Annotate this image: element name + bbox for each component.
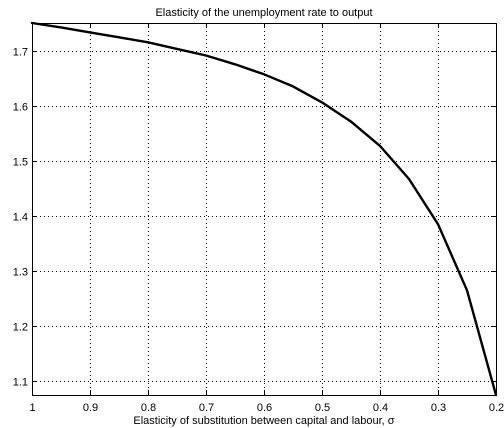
series-line <box>30 21 498 397</box>
x-tick-label: 0.2 <box>489 402 504 414</box>
axis-ticks: 1 0.9 0.8 0.7 0.6 0.5 0.4 0.3 0.2 1.1 1.2 1.3 1.4 1.5… <box>13 23 504 414</box>
series-layer <box>30 21 498 397</box>
y-tick-label: 1.6 <box>13 102 28 114</box>
y-tick-label: 1.2 <box>13 322 28 334</box>
y-tick-label: 1.3 <box>13 267 28 279</box>
x-tick-label: 0.5 <box>315 402 330 414</box>
y-tick-label: 1.7 <box>13 47 28 59</box>
x-tick-label: 0.8 <box>141 402 156 414</box>
y-tick-label: 1.4 <box>13 212 28 224</box>
y-tick-label: 1.1 <box>13 377 28 389</box>
x-tick-label: 1 <box>29 402 35 414</box>
x-tick-label: 0.9 <box>83 402 98 414</box>
chart-title: Elasticity of the unemployment rate to o… <box>155 7 372 19</box>
x-tick-label: 0.7 <box>199 402 214 414</box>
x-tick-label: 0.4 <box>373 402 388 414</box>
grid-lines <box>32 23 496 395</box>
x-axis-label: Elasticity of substitution between capit… <box>133 415 394 427</box>
x-tick-label: 0.3 <box>431 402 446 414</box>
y-tick-label: 1.5 <box>13 157 28 169</box>
x-tick-label: 0.6 <box>257 402 272 414</box>
